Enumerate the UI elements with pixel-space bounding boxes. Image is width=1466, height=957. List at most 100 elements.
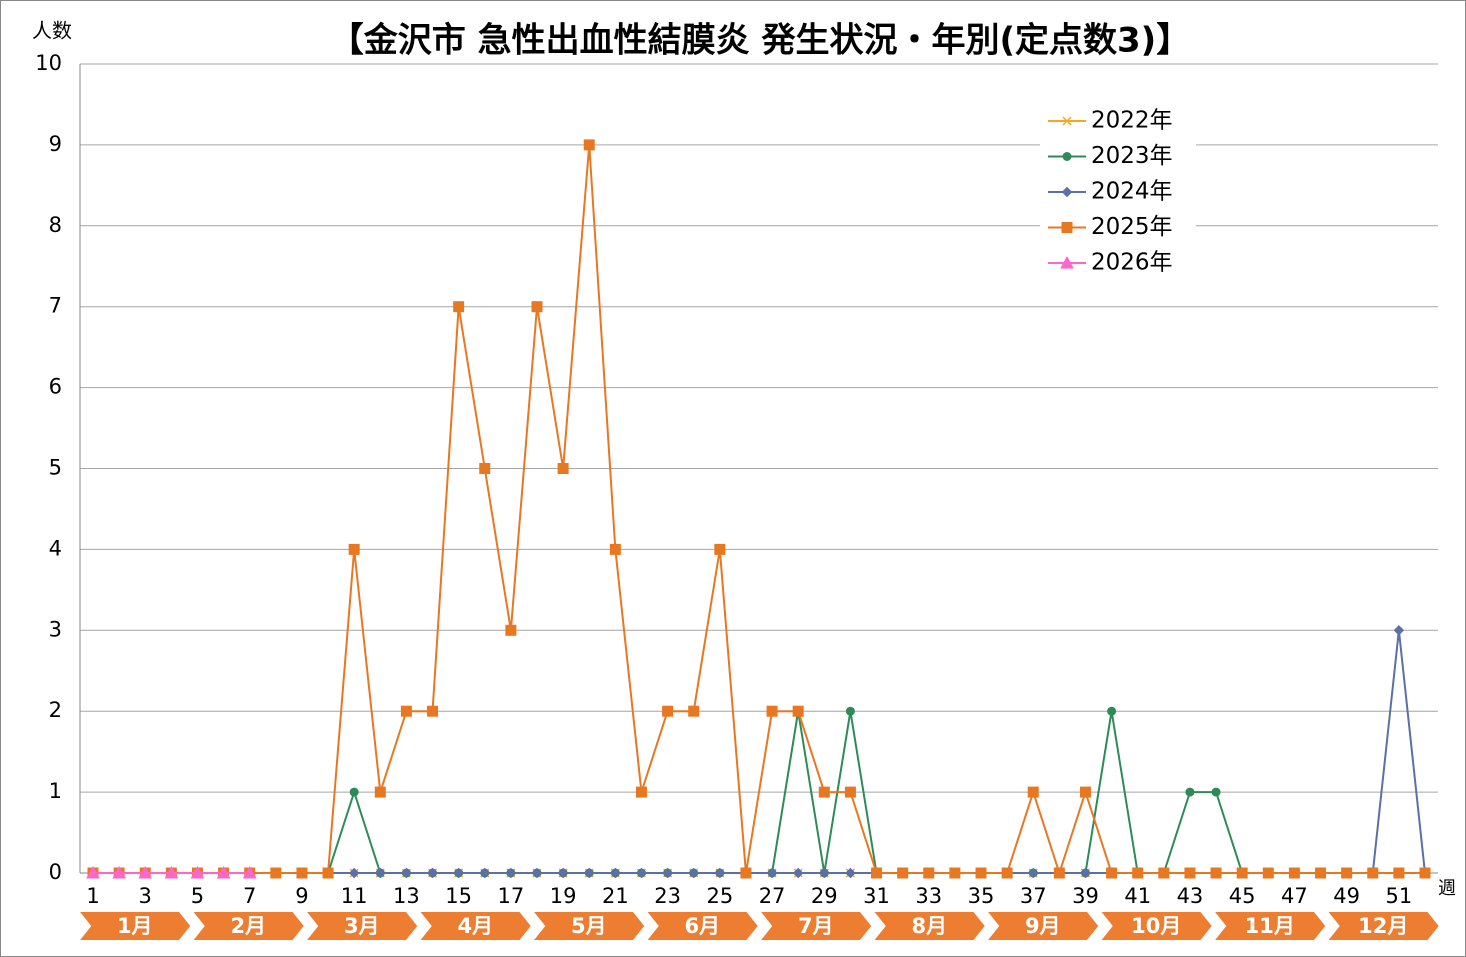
y-tick-label: 9 [49,132,62,156]
y-tick-label: 4 [49,536,62,560]
month-label: 2月 [230,914,266,938]
legend-label: 2023年 [1091,143,1173,169]
marker [1393,625,1405,636]
marker [871,867,883,879]
month-arrow [756,910,874,942]
marker [688,867,699,879]
marker [453,867,464,879]
legend-label: 2025年 [1091,214,1173,240]
x-tick-label: 47 [1281,884,1308,908]
y-tick-label: 6 [49,375,62,399]
marker [975,867,987,879]
marker [164,865,179,879]
marker [1001,867,1013,879]
marker [949,867,961,879]
x-tick-label: 51 [1386,884,1413,908]
marker [792,867,804,879]
month-arrow [302,910,420,942]
marker [557,867,569,879]
marker [348,867,360,879]
x-tick-label: 33 [915,884,942,908]
marker [844,786,856,798]
marker [1061,222,1073,233]
marker [688,705,700,717]
x-tick-label: 1 [86,884,99,908]
y-tick-label: 7 [49,294,62,318]
month-label: 7月 [798,914,834,938]
x-tick-label: 35 [968,884,995,908]
marker [1107,706,1117,716]
marker [427,867,438,879]
y-tick-label: 10 [35,51,62,75]
x-tick-label: 37 [1020,884,1047,908]
legend-label: 2022年 [1091,108,1173,134]
marker [1236,867,1248,879]
x-tick-label: 7 [243,884,256,908]
marker [897,867,909,879]
x-tick-label: 11 [341,884,368,908]
marker [138,865,153,879]
x-tick-label: 43 [1177,884,1204,908]
marker [1341,867,1353,879]
marker [1080,867,1091,879]
marker [557,463,569,474]
x-tick-label: 5 [191,884,204,908]
marker [112,865,126,879]
marker [923,867,935,879]
marker [740,867,752,879]
month-label: 3月 [344,914,380,938]
marker [714,867,726,879]
marker [86,865,100,879]
month-arrow [1210,910,1328,942]
marker [1079,786,1091,798]
marker [1288,867,1300,879]
marker [1060,255,1074,269]
marker [400,705,412,717]
x-tick-label: 29 [811,884,838,908]
x-tick-label: 9 [295,884,308,908]
marker [1393,867,1405,879]
month-arrow [416,910,534,942]
marker [1419,867,1431,879]
x-tick-label: 41 [1124,884,1151,908]
month-arrow [1097,910,1215,942]
marker [190,865,205,879]
marker [766,867,778,879]
marker [792,705,804,717]
marker [296,867,308,879]
marker [505,867,517,879]
x-tick-label: 19 [550,884,577,908]
marker [531,867,543,879]
month-label: 11月 [1245,914,1295,938]
marker [1210,867,1222,879]
month-label: 1月 [117,914,153,938]
month-arrow [983,910,1101,942]
marker [609,543,621,555]
legend-label: 2026年 [1091,250,1173,276]
marker [1027,786,1039,798]
marker [322,867,334,879]
month-arrow [643,910,761,942]
month-label: 8月 [911,914,947,938]
legend-label: 2024年 [1091,179,1173,205]
marker [1106,867,1118,879]
marker [1132,867,1144,879]
marker [1062,152,1072,161]
legend: 2022年 2023年 2024年 2025年 2026年 [1040,100,1196,282]
marker [453,301,465,313]
marker [662,867,673,879]
y-tick-label: 2 [49,698,62,722]
marker [1211,787,1221,797]
x-axis-unit: 週 [1438,878,1456,899]
month-arrow [529,910,647,942]
marker [374,786,386,798]
marker [479,463,491,474]
marker [845,867,856,879]
marker [714,543,726,555]
y-tick-label: 1 [49,779,62,803]
y-tick-label: 3 [49,617,62,641]
month-label: 6月 [684,914,720,938]
marker [845,706,855,716]
marker [348,543,360,555]
